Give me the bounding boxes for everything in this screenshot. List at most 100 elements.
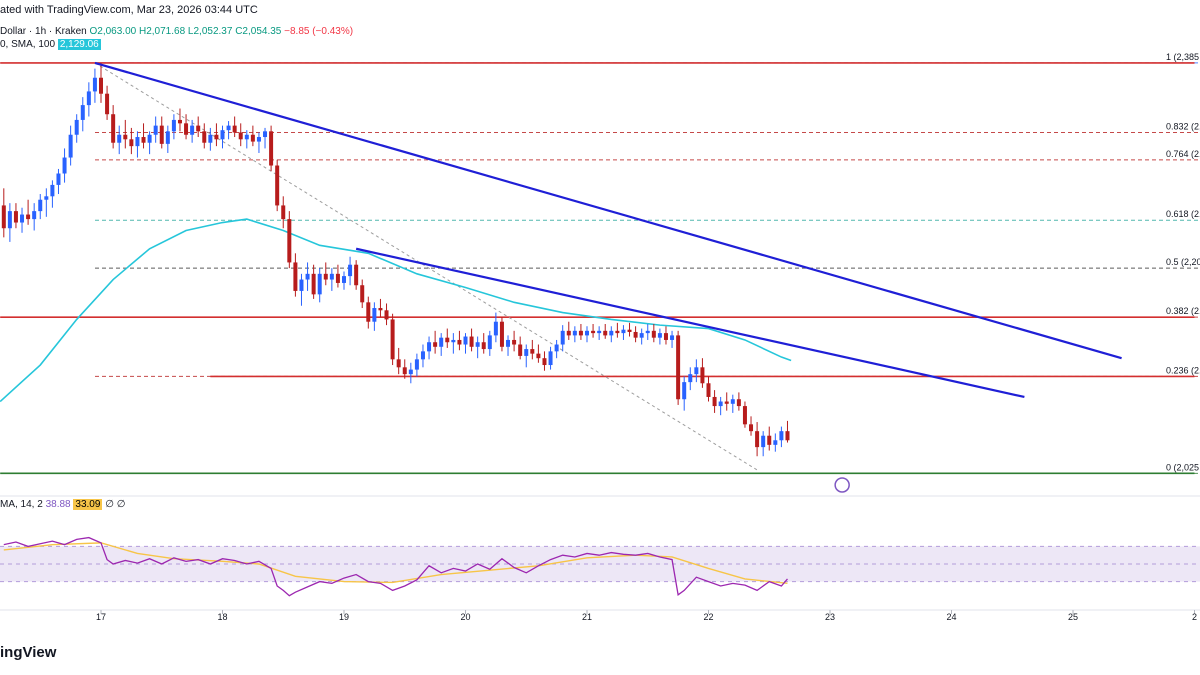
candle-body xyxy=(135,137,140,147)
candle-body xyxy=(663,333,668,340)
candle-body xyxy=(603,330,608,336)
candle-body xyxy=(281,205,286,220)
candle-body xyxy=(457,339,462,345)
candle-body xyxy=(506,339,511,347)
candle-body xyxy=(50,184,55,197)
x-tick-label: 25 xyxy=(1068,612,1078,622)
candle-body xyxy=(32,211,37,220)
logo-text: ingView xyxy=(0,644,57,661)
candle-body xyxy=(536,353,541,359)
candle-body xyxy=(226,125,231,131)
candle-body xyxy=(92,77,97,92)
candle-body xyxy=(275,165,280,206)
sma-line xyxy=(0,218,792,403)
candle-body xyxy=(773,440,778,445)
candle-body xyxy=(615,330,620,334)
candle-body xyxy=(414,359,419,370)
x-tick-label: 18 xyxy=(217,612,227,622)
candle-body xyxy=(190,125,195,135)
candle-body xyxy=(299,279,304,291)
candle-body xyxy=(736,399,741,407)
candle-body xyxy=(670,335,675,340)
candle-body xyxy=(13,211,18,223)
candle-body xyxy=(390,319,395,360)
candle-body xyxy=(123,134,128,140)
candle-body xyxy=(348,264,353,277)
candle-body xyxy=(676,335,681,400)
fib-label: 1 (2,385 xyxy=(1166,52,1199,62)
candle-body xyxy=(68,134,73,158)
candle-body xyxy=(779,431,784,441)
candle-body xyxy=(323,273,328,280)
trend-line xyxy=(355,247,1025,399)
candle-body xyxy=(524,349,529,356)
x-tick-label: 21 xyxy=(582,612,592,622)
candle-body xyxy=(572,330,577,336)
x-tick-label: 2 xyxy=(1192,612,1197,622)
fib-label: 0.236 (2,110 xyxy=(1166,365,1200,375)
candle-body xyxy=(372,308,377,322)
candle-body xyxy=(311,273,316,295)
low-value: L2,052.37 xyxy=(187,26,233,37)
candle-body xyxy=(165,131,170,144)
candle-body xyxy=(408,369,413,375)
candle-body xyxy=(366,302,371,322)
candle-body xyxy=(56,173,61,185)
candle-body xyxy=(585,330,589,336)
x-tick-label: 17 xyxy=(96,612,106,622)
symbol-label: Dollar · 1h · Kraken xyxy=(0,26,87,37)
rsi-line xyxy=(3,536,788,597)
candle-body xyxy=(512,339,517,345)
x-tick-label: 24 xyxy=(946,612,956,622)
rsi-ma-value: 33.09 xyxy=(73,499,103,510)
candle-body xyxy=(44,196,49,200)
candle-body xyxy=(384,310,389,320)
fib-label: 0.382 (2,162 xyxy=(1166,306,1200,316)
candle-body xyxy=(177,119,182,124)
sma-label: 0, SMA, 100 xyxy=(0,39,56,50)
replay-icon xyxy=(834,477,850,493)
candle-body xyxy=(499,321,504,347)
candle-body xyxy=(651,330,656,338)
candle-body xyxy=(706,383,711,397)
candle-body xyxy=(141,137,146,143)
candle-body xyxy=(700,367,705,384)
candle-body xyxy=(785,431,790,441)
x-tick-label: 23 xyxy=(825,612,835,622)
candle-body xyxy=(244,134,249,140)
candle-body xyxy=(639,333,644,338)
candle-body xyxy=(220,130,225,140)
candle-body xyxy=(518,344,523,356)
candle-body xyxy=(74,119,79,135)
candle-body xyxy=(657,333,662,338)
candle-body xyxy=(317,273,322,295)
candle-body xyxy=(1,205,6,229)
candle-body xyxy=(481,342,486,350)
candle-body xyxy=(378,308,383,311)
candle-body xyxy=(86,91,91,106)
candle-body xyxy=(469,336,474,347)
rsi-legend: MA, 14, 2 38.88 33.09 ∅ ∅ xyxy=(0,499,125,510)
candle-body xyxy=(184,123,189,135)
sma-legend: 0, SMA, 100 2,129.06 xyxy=(0,39,101,50)
candle-body xyxy=(196,125,201,132)
candle-body xyxy=(354,264,359,286)
rsi-label: MA, 14, 2 xyxy=(0,499,43,510)
open-value: O2,063.00 xyxy=(89,26,137,37)
x-tick-label: 19 xyxy=(339,612,349,622)
candle-body xyxy=(688,374,693,383)
close-value: C2,054.35 xyxy=(235,26,282,37)
candle-body xyxy=(232,125,237,133)
candle-body xyxy=(80,105,85,120)
candle-body xyxy=(530,349,535,354)
candle-body xyxy=(99,77,103,94)
fib-label: 0 (2,025 xyxy=(1166,462,1199,472)
candle-body xyxy=(566,330,571,336)
candle-body xyxy=(578,330,583,336)
candle-body xyxy=(62,157,67,174)
candle-body xyxy=(26,214,31,220)
candle-body xyxy=(360,285,365,303)
candle-body xyxy=(111,114,116,143)
candle-body xyxy=(287,219,292,263)
fib-label: 0.832 (2,324 xyxy=(1166,121,1200,131)
